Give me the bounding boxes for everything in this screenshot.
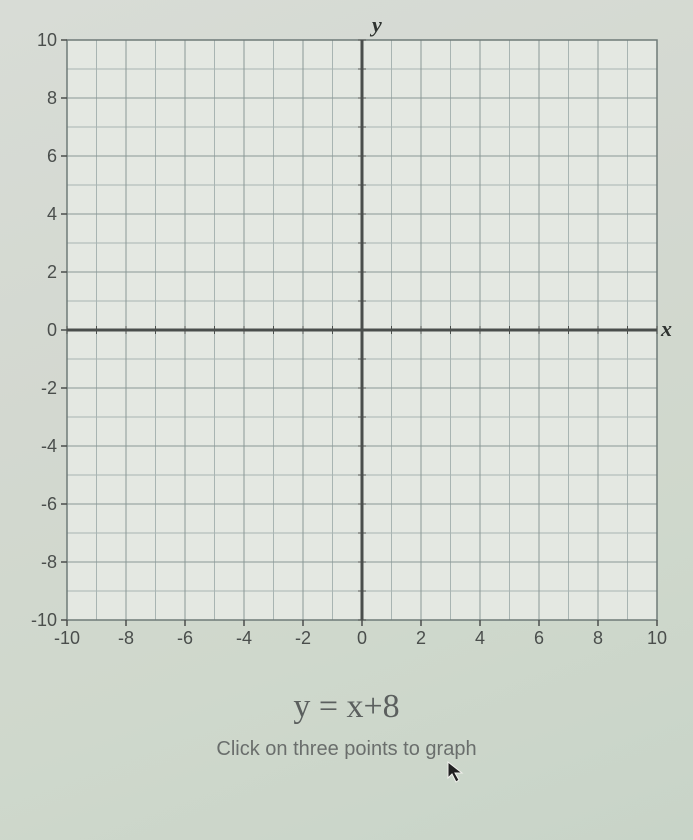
x-tick-label: -10	[53, 628, 79, 648]
x-tick-label: 0	[356, 628, 366, 648]
y-tick-label: 4	[46, 204, 56, 224]
y-tick-label: 0	[46, 320, 56, 340]
y-tick-label: -8	[40, 552, 56, 572]
grid-svg[interactable]: -10 -8 -6 -4 -2 0 2 4 6 8 10 -10 -8 -6 -4 -2 0 2 4 6 8 10 y x	[17, 10, 677, 670]
y-tick-label: 2	[46, 262, 56, 282]
y-tick-label: 10	[36, 30, 56, 50]
x-tick-label: -4	[235, 628, 251, 648]
y-tick-label: -4	[40, 436, 56, 456]
y-tick-label: -10	[30, 610, 56, 630]
x-tick-label: -2	[294, 628, 310, 648]
y-axis-label: y	[369, 12, 382, 37]
equation-text: y = x+8	[293, 688, 399, 726]
x-tick-label: -6	[176, 628, 192, 648]
y-tick-label: 8	[46, 88, 56, 108]
y-tick-label: -6	[40, 494, 56, 514]
x-tick-label: -8	[117, 628, 133, 648]
x-tick-label: 2	[415, 628, 425, 648]
x-tick-label: 8	[592, 628, 602, 648]
y-tick-label: 6	[46, 146, 56, 166]
instruction-text: Click on three points to graph	[216, 738, 476, 761]
coordinate-plane[interactable]: -10 -8 -6 -4 -2 0 2 4 6 8 10 -10 -8 -6 -4 -2 0 2 4 6 8 10 y x	[17, 10, 677, 670]
x-tick-label: 6	[533, 628, 543, 648]
graph-exercise: { "chart": { "type": "cartesian-grid", "…	[0, 0, 693, 840]
cursor-icon	[446, 760, 466, 784]
x-tick-label: 10	[646, 628, 666, 648]
y-tick-label: -2	[40, 378, 56, 398]
x-tick-label: 4	[474, 628, 484, 648]
x-axis-label: x	[660, 316, 672, 341]
